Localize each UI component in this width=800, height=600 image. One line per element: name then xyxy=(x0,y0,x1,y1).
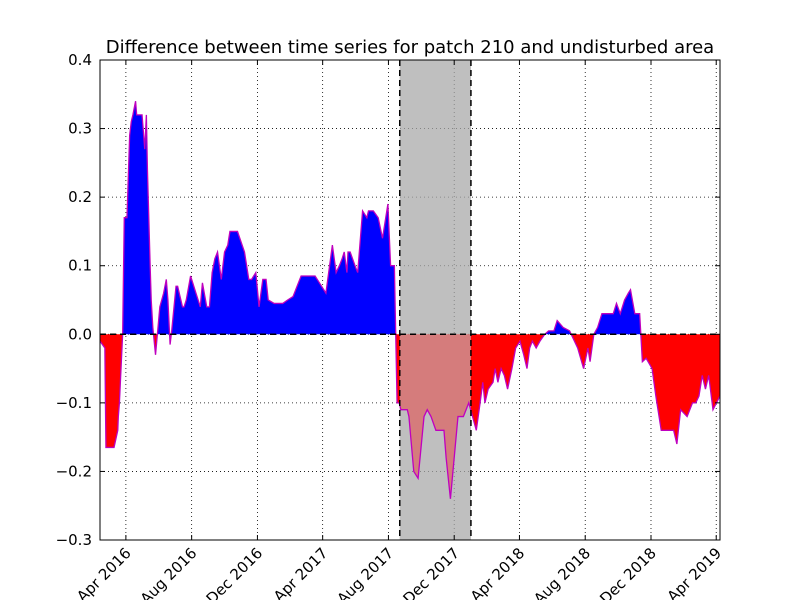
chart-title: Difference between time series for patch… xyxy=(106,37,714,58)
reference-lines-layer xyxy=(100,60,720,540)
x-tick-label: Aug 2016 xyxy=(137,544,201,600)
y-axis: −0.3 −0.2 −0.1 0.0 0.1 0.2 0.3 0.4 xyxy=(56,51,720,549)
series-line xyxy=(99,101,721,499)
y-tick-label: 0.0 xyxy=(68,325,92,343)
plot-frame-layer xyxy=(99,59,721,541)
x-tick-label: Apr 2016 xyxy=(73,544,134,600)
x-tick-label: Aug 2017 xyxy=(333,544,397,600)
shaded-region-overlay xyxy=(399,60,471,540)
x-tick-label: Apr 2019 xyxy=(664,544,725,600)
plot-frame xyxy=(99,59,721,541)
x-tick-label: Dec 2018 xyxy=(596,544,660,600)
y-tick-label: 0.1 xyxy=(68,257,92,275)
x-tick-label: Dec 2016 xyxy=(203,544,267,600)
y-tick-label: 0.2 xyxy=(68,188,92,206)
y-tick-label: 0.4 xyxy=(68,51,92,69)
positive-area xyxy=(100,101,720,335)
x-tick-label: Apr 2018 xyxy=(467,544,528,600)
area-layer xyxy=(100,60,720,540)
line-layer xyxy=(99,101,721,499)
y-tick-label: −0.3 xyxy=(56,531,92,549)
y-tick-label: 0.3 xyxy=(68,120,92,138)
x-tick-label: Dec 2017 xyxy=(399,544,463,600)
y-tick-label: −0.1 xyxy=(56,394,92,412)
x-tick-label: Apr 2017 xyxy=(270,544,331,600)
x-tick-label: Aug 2018 xyxy=(530,544,594,600)
y-tick-label: −0.2 xyxy=(56,462,92,480)
